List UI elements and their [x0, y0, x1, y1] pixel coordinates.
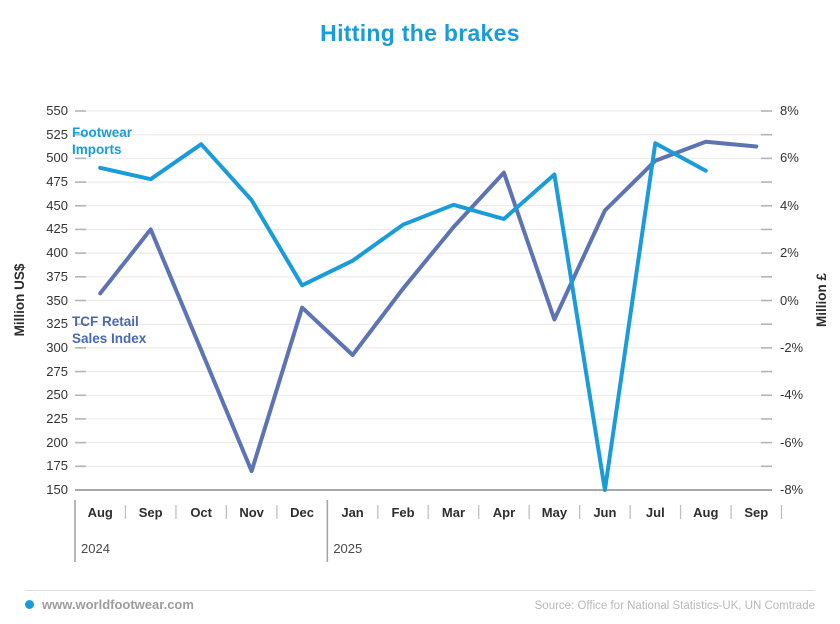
x-axis-month-label: Apr [492, 505, 516, 520]
left-axis-tick: 550 [46, 103, 68, 118]
right-axis-tick: 8% [780, 103, 799, 118]
x-axis-year-label: 2025 [333, 541, 363, 556]
x-axis-month-label: Mar [441, 505, 466, 520]
right-axis-tick: 0% [780, 292, 799, 308]
legend-tcf-line1: TCF Retail [72, 314, 139, 329]
page-title: Hitting the brakes [320, 20, 520, 46]
footer-divider [25, 590, 815, 591]
footer-site-url: www.worldfootwear.com [42, 597, 194, 612]
left-axis-tick: 350 [46, 292, 68, 308]
left-axis-tick: 475 [46, 174, 68, 190]
left-axis-tick: 275 [46, 363, 68, 379]
x-axis-month-label: Nov [239, 505, 264, 520]
right-axis-tick: -8% [780, 482, 804, 497]
left-axis-tick: 500 [46, 150, 68, 166]
x-axis-month-label: May [541, 505, 568, 520]
x-axis-month-label: Sep [744, 505, 769, 520]
x-axis-month-label: Jul [645, 505, 665, 520]
bullet-dot-icon [25, 600, 34, 609]
left-axis-tick: 200 [46, 434, 68, 450]
footer-source: Source: Office for National Statistics-U… [534, 600, 815, 612]
left-axis-tick: 250 [46, 387, 68, 403]
left-axis-tick: 225 [46, 410, 68, 426]
x-axis-month-label: Oct [190, 505, 212, 520]
right-axis-tick: 2% [780, 245, 799, 261]
left-axis-tick: 400 [46, 245, 68, 261]
legend-footwear-imports-line2: Imports [72, 142, 122, 157]
legend-tcf-retail-sales-index: TCF Retail Sales Index [72, 313, 146, 347]
x-axis-month-label: Jan [341, 505, 364, 520]
x-axis-month-label: Dec [290, 505, 315, 520]
legend-footwear-imports-line1: Footwear [72, 125, 133, 140]
footwear-imports-line [98, 141, 708, 492]
right-axis-tick: -6% [780, 434, 804, 450]
x-axis-month-label: Aug [693, 505, 719, 520]
right-axis-tick: -2% [780, 339, 804, 355]
right-axis-tick: 4% [780, 197, 799, 213]
legend-footwear-imports: Footwear Imports [72, 124, 132, 158]
left-axis-tick: 525 [46, 126, 68, 142]
month-separators [74, 500, 783, 562]
left-axis-tick: 175 [46, 458, 68, 474]
x-axis-year-label: 2024 [81, 541, 110, 556]
left-axis-tick: 300 [46, 339, 68, 355]
x-axis-month-label: Feb [391, 505, 415, 520]
x-axis-month-label: Aug [87, 505, 113, 520]
footer-site[interactable]: www.worldfootwear.com [25, 597, 194, 612]
left-axis-tick: 325 [46, 316, 68, 332]
right-axis-title: Million £ [814, 273, 829, 327]
x-axis-month-label: Sep [138, 505, 163, 520]
left-axis-tick: 450 [46, 197, 68, 213]
legend-tcf-line2: Sales Index [72, 331, 147, 346]
right-axis-tick: 6% [780, 150, 799, 166]
left-axis-tick: 425 [46, 221, 68, 237]
tcf-retail-sales-index-line [98, 139, 759, 474]
right-axis-tick: -4% [780, 387, 804, 403]
x-axis-month-label: Jun [593, 505, 617, 520]
left-axis-tick: 375 [46, 268, 68, 284]
left-axis-tick: 150 [46, 482, 68, 497]
left-axis-title: Million US$ [12, 263, 27, 337]
